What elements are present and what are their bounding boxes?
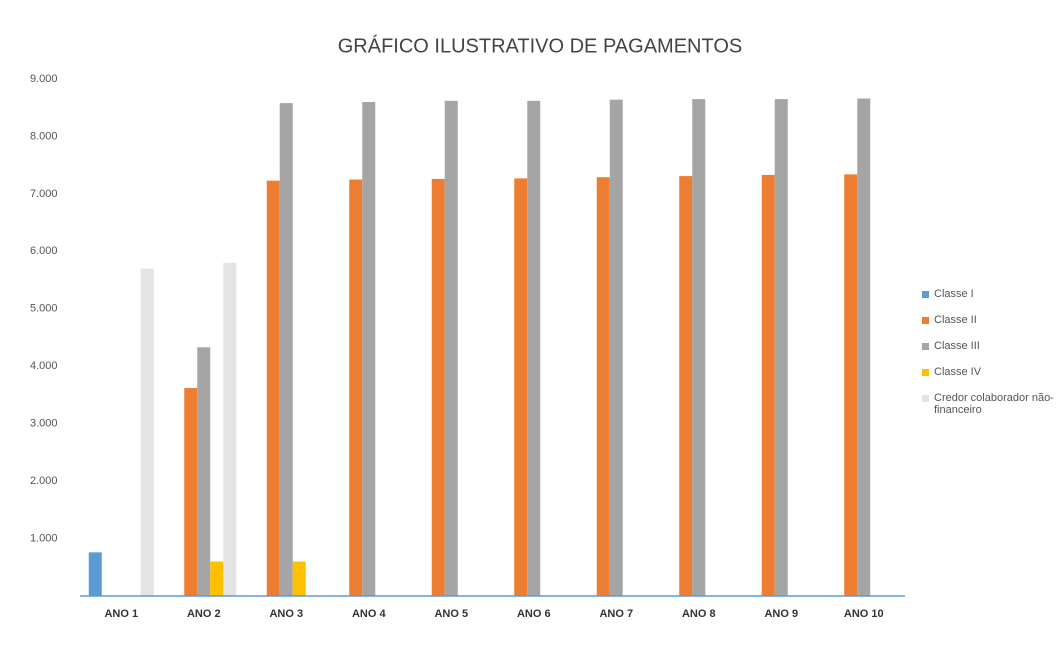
legend-swatch [922, 369, 929, 376]
y-tick-label: 4.000 [30, 360, 58, 372]
bar [514, 178, 528, 596]
x-tick-label: ANO 5 [434, 608, 468, 620]
legend: Classe I Classe II Classe III Classe IV Cred… [922, 288, 1062, 430]
bar [692, 99, 706, 596]
bar [431, 178, 445, 596]
bar [210, 561, 224, 596]
bar [88, 552, 102, 596]
legend-label: Classe IV [934, 366, 982, 378]
legend-label: Classe III [934, 340, 980, 352]
x-tick-label: ANO 2 [187, 608, 221, 620]
legend-swatch [922, 395, 929, 402]
x-tick-label: ANO 8 [682, 608, 716, 620]
legend-swatch [922, 291, 929, 298]
bar [679, 176, 693, 596]
legend-item: Classe III [922, 340, 1062, 352]
y-tick-label: 2.000 [30, 475, 58, 487]
x-tick-label: ANO 1 [104, 608, 138, 620]
y-tick-label: 3.000 [30, 418, 58, 430]
bar [197, 347, 211, 596]
bar [596, 177, 610, 597]
bar [362, 101, 376, 596]
bar [444, 100, 458, 596]
legend-item: Classe I [922, 288, 1062, 300]
legend-label: Classe II [934, 314, 977, 326]
legend-label: Credor colaborador não-financeiro [934, 392, 1054, 416]
legend-item: Classe II [922, 314, 1062, 326]
bar [609, 99, 623, 597]
y-tick-label: 7.000 [30, 188, 58, 200]
bar [844, 174, 858, 596]
x-tick-label: ANO 3 [269, 608, 303, 620]
y-tick-label: 8.000 [30, 130, 58, 142]
legend-item: Credor colaborador não-financeiro [922, 392, 1062, 416]
chart-title: GRÁFICO ILUSTRATIVO DE PAGAMENTOS [338, 34, 743, 57]
bar [266, 180, 280, 596]
y-tick-label: 5.000 [30, 303, 58, 315]
legend-label: Classe I [934, 288, 974, 300]
bar [140, 268, 154, 596]
bar [279, 103, 293, 597]
legend-item: Classe IV [922, 366, 1062, 378]
bar [761, 174, 775, 596]
bar [223, 262, 237, 596]
bar [774, 99, 788, 596]
bar [292, 561, 306, 596]
y-tick-label: 9.000 [30, 73, 58, 85]
x-tick-label: ANO 10 [844, 608, 884, 620]
legend-swatch [922, 343, 929, 350]
x-tick-label: ANO 9 [764, 608, 798, 620]
bar [857, 98, 871, 596]
y-tick-label: 6.000 [30, 245, 58, 257]
bar [527, 100, 541, 596]
x-tick-label: ANO 6 [517, 608, 551, 620]
y-tick-label: 1.000 [30, 532, 58, 544]
x-tick-label: ANO 7 [599, 608, 633, 620]
x-tick-label: ANO 4 [352, 608, 387, 620]
legend-swatch [922, 317, 929, 324]
bar [349, 179, 363, 596]
bar [184, 388, 198, 596]
